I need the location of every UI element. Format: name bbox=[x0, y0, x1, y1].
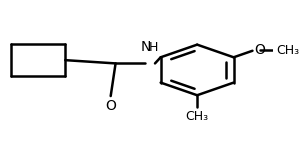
Text: O: O bbox=[105, 99, 116, 113]
Text: O: O bbox=[254, 43, 265, 57]
Text: CH₃: CH₃ bbox=[186, 110, 209, 123]
Text: CH₃: CH₃ bbox=[276, 44, 299, 57]
Text: N: N bbox=[141, 40, 151, 54]
Text: H: H bbox=[149, 41, 158, 54]
